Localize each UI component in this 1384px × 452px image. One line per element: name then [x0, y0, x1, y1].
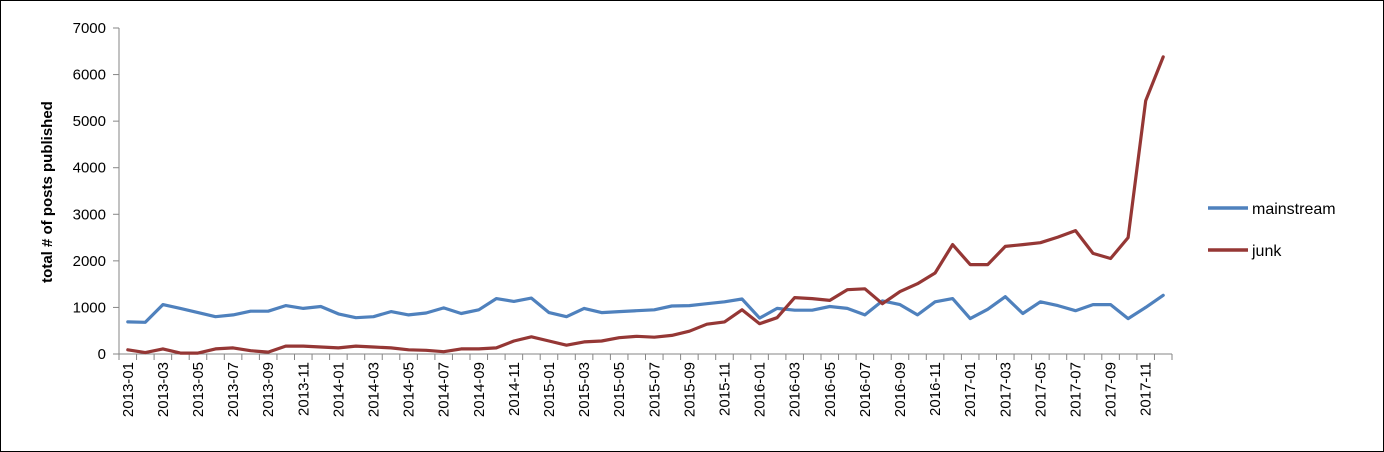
x-tick-label: 2014-11 — [506, 362, 523, 416]
y-tick-label: 4000 — [73, 160, 106, 177]
x-tick-label: 2016-05 — [822, 362, 839, 417]
legend-label-mainstream: mainstream — [1252, 201, 1336, 218]
x-tick-label: 2017-07 — [1067, 362, 1084, 417]
x-tick-label: 2013-01 — [120, 362, 137, 417]
legend: mainstream junk — [1208, 201, 1336, 260]
x-tick-label: 2015-05 — [611, 362, 628, 417]
x-tick-label: 2017-03 — [997, 362, 1014, 417]
axes — [113, 27, 1173, 360]
x-tick-label: 2016-09 — [892, 362, 909, 417]
x-tick-label: 2017-01 — [962, 362, 979, 417]
x-tick-label: 2015-01 — [541, 362, 558, 417]
y-tick-label: 0 — [98, 346, 106, 363]
x-tick-label: 2016-11 — [927, 362, 944, 416]
x-tick-labels: 2013-01 2013-03 2013-05 2013-07 2013-09 2013-… — [120, 362, 1155, 417]
series-line-junk — [126, 55, 1165, 355]
x-tick-label: 2015-09 — [681, 362, 698, 417]
x-tick-label: 2017-11 — [1138, 362, 1155, 416]
x-tick-label: 2016-03 — [787, 362, 804, 417]
x-tick-label: 2013-05 — [190, 362, 207, 417]
y-axis-label-group: total # of posts published — [39, 101, 56, 283]
x-tick-label: 2014-05 — [401, 362, 418, 417]
y-tick-label: 1000 — [73, 299, 106, 316]
x-tick-label: 2015-07 — [646, 362, 663, 417]
x-tick-label: 2014-09 — [471, 362, 488, 417]
y-tick-label: 5000 — [73, 113, 106, 130]
x-tick-label: 2014-01 — [330, 362, 347, 417]
x-tick-label: 2015-03 — [576, 362, 593, 417]
x-tick-label: 2013-11 — [295, 362, 312, 416]
series-lines — [126, 55, 1165, 355]
x-tick-label: 2014-07 — [436, 362, 453, 417]
y-axis-label: total # of posts published — [39, 101, 56, 283]
y-tick-label: 7000 — [73, 20, 106, 37]
x-tick-label: 2015-11 — [716, 362, 733, 416]
series-line-mainstream — [126, 293, 1165, 324]
x-tick-label: 2013-09 — [260, 362, 277, 417]
y-tick-label: 6000 — [73, 67, 106, 84]
legend-label-junk: junk — [1251, 243, 1282, 260]
x-tick-label: 2013-07 — [225, 362, 242, 417]
x-tick-label: 2016-01 — [752, 362, 769, 417]
y-tick-label: 3000 — [73, 206, 106, 223]
x-tick-label: 2013-03 — [155, 362, 172, 417]
x-tick-label: 2017-09 — [1103, 362, 1120, 417]
x-tick-label: 2017-05 — [1032, 362, 1049, 417]
x-tick-label: 2016-07 — [857, 362, 874, 417]
x-tick-label: 2014-03 — [365, 362, 382, 417]
y-tick-labels: 0 1000 2000 3000 4000 5000 6000 7000 — [73, 20, 106, 363]
y-tick-label: 2000 — [73, 253, 106, 270]
